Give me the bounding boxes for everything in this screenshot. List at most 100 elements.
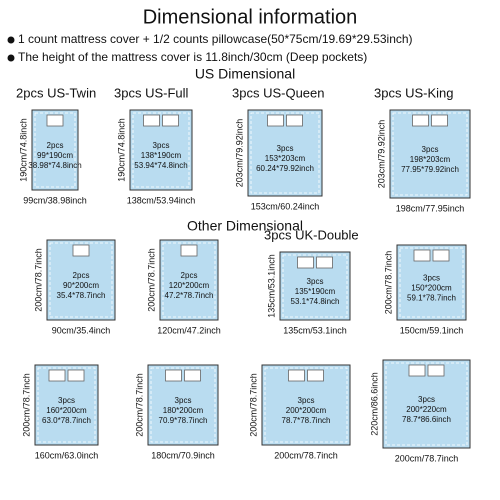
inside-label: 47.2*78.7inch: [165, 291, 214, 300]
pillow: [72, 244, 90, 257]
inside-label: 53.1*74.8inch: [291, 297, 340, 306]
height-label: 203cm/79.92inch: [376, 120, 386, 189]
size-name: 3pcs US-King: [374, 85, 453, 100]
inside-label: 3pcs: [153, 141, 170, 150]
height-label: 200cm/78.7inch: [134, 373, 144, 437]
mattress-edge: [399, 247, 464, 318]
inside-label: 60.24*79.92inch: [256, 164, 314, 173]
inside-label: 138*190cm: [141, 151, 182, 160]
width-label: 150cm/59.1inch: [400, 325, 464, 335]
inside-label: 90*200cm: [63, 281, 99, 290]
size-name: 2pcs US-Twin: [16, 85, 96, 100]
mattress: [129, 109, 193, 191]
inside-label: 120*200cm: [169, 281, 210, 290]
mattress: [247, 109, 323, 197]
pillow: [162, 114, 179, 127]
mattress: [147, 364, 219, 446]
inside-label: 70.9*78.7inch: [159, 416, 208, 425]
width-label: 120cm/47.2inch: [157, 325, 221, 335]
pillow: [288, 369, 305, 382]
width-label: 135cm/53.1inch: [283, 325, 347, 335]
mattress-edge: [49, 242, 113, 318]
note: The height of the mattress cover is 11.8…: [18, 50, 367, 64]
mattress-edge: [385, 362, 468, 446]
inside-label: 59.1*78.7inch: [407, 294, 456, 303]
mattress-edge: [37, 367, 96, 443]
inside-label: 78.7*78.7inch: [282, 416, 331, 425]
mattress: [396, 244, 467, 321]
inside-label: 38.98*74.8inch: [28, 161, 81, 170]
height-label: 200cm/78.7inch: [146, 248, 156, 312]
mattress-edge: [264, 367, 348, 443]
bullet: [7, 54, 15, 62]
pillow: [413, 249, 431, 262]
inside-label: 3pcs: [175, 396, 192, 405]
mattress: [34, 364, 99, 446]
height-label: 190cm/74.8inch: [116, 118, 126, 182]
width-label: 138cm/53.94inch: [127, 195, 196, 205]
inside-label: 77.95*79.92inch: [401, 165, 459, 174]
width-label: 99cm/38.98inch: [23, 195, 87, 205]
inside-label: 153*203cm: [265, 154, 306, 163]
height-label: 200cm/78.7inch: [248, 373, 258, 437]
inside-label: 3pcs: [423, 274, 440, 283]
inside-label: 200*220cm: [406, 405, 447, 414]
width-label: 90cm/35.4inch: [52, 325, 111, 335]
inside-label: 3pcs: [58, 396, 75, 405]
mattress-edge: [162, 242, 216, 318]
height-label: 135cm/53.1inch: [266, 254, 276, 318]
height-label: 200cm/78.7inch: [383, 251, 393, 315]
pillow: [307, 369, 324, 382]
height-label: 200cm/78.7inch: [33, 248, 43, 312]
inside-label: 3pcs: [307, 277, 324, 286]
pillow: [165, 369, 182, 382]
inside-label: 35.4*78.7inch: [57, 291, 106, 300]
inside-label: 150*200cm: [411, 284, 452, 293]
mattress: [382, 359, 471, 449]
width-label: 198cm/77.95inch: [396, 203, 465, 213]
inside-label: 3pcs: [418, 395, 435, 404]
pillow: [408, 364, 426, 377]
size-name: 3pcs US-Full: [114, 85, 189, 100]
width-label: 180cm/70.9inch: [151, 450, 215, 460]
mattress: [279, 251, 351, 321]
inside-label: 198*203cm: [410, 155, 451, 164]
inside-label: 200*200cm: [286, 406, 327, 415]
width-label: 200cm/78.7inch: [395, 453, 459, 463]
width-label: 200cm/78.7inch: [274, 450, 338, 460]
inside-label: 160*200cm: [46, 406, 87, 415]
pillow: [180, 244, 198, 257]
height-label: 220cm/86.6inch: [369, 372, 379, 436]
section-heading: Other Dimensional: [187, 218, 303, 234]
size-name: 3pcs UK-Double: [264, 227, 359, 242]
inside-label: 99*190cm: [37, 151, 73, 160]
pillow: [48, 369, 66, 382]
height-label: 203cm/79.92inch: [234, 119, 244, 188]
mattress-edge: [150, 367, 216, 443]
pillow: [184, 369, 201, 382]
width-label: 153cm/60.24inch: [251, 201, 320, 211]
inside-label: 3pcs: [422, 145, 439, 154]
inside-label: 135*190cm: [295, 287, 336, 296]
section-heading: US Dimensional: [195, 66, 295, 82]
width-label: 160cm/63.0inch: [35, 450, 99, 460]
inside-label: 53.94*74.8inch: [134, 161, 187, 170]
height-label: 200cm/78.7inch: [21, 373, 31, 437]
pillow: [286, 114, 303, 127]
mattress: [31, 109, 79, 191]
pillow: [432, 249, 450, 262]
note: 1 count mattress cover + 1/2 counts pill…: [18, 32, 413, 46]
inside-label: 3pcs: [298, 396, 315, 405]
inside-label: 180*200cm: [163, 406, 204, 415]
mattress-edge: [392, 112, 468, 196]
pillow: [297, 256, 314, 269]
inside-label: 2pcs: [181, 271, 198, 280]
mattress-edge: [250, 112, 320, 194]
mattress-edge: [132, 112, 190, 188]
mattress: [261, 364, 351, 446]
bullet: [7, 36, 15, 44]
inside-label: 3pcs: [277, 144, 294, 153]
size-name: 3pcs US-Queen: [232, 85, 325, 100]
pillow: [267, 114, 284, 127]
